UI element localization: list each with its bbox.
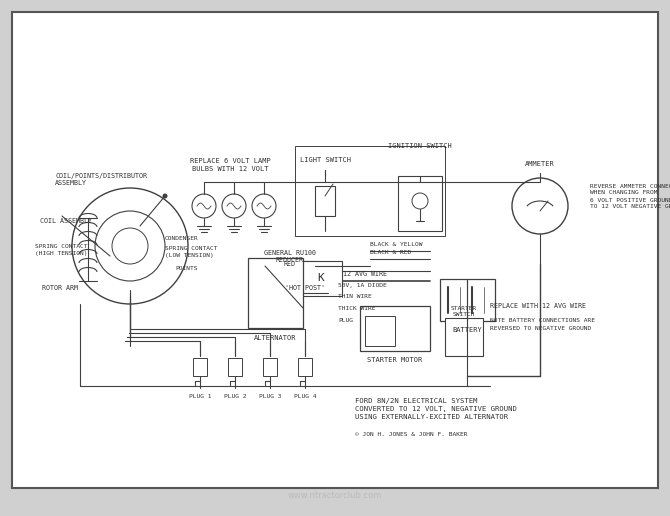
Text: BATTERY: BATTERY	[452, 327, 482, 333]
Text: REPLACE WITH 12 AVG WIRE: REPLACE WITH 12 AVG WIRE	[490, 303, 586, 309]
Text: STARTER MOTOR: STARTER MOTOR	[367, 357, 423, 363]
Text: K: K	[318, 273, 324, 283]
Bar	[298, 358, 312, 376]
Circle shape	[412, 193, 428, 209]
Bar	[263, 358, 277, 376]
Text: PLUG 1: PLUG 1	[189, 394, 211, 398]
Text: PLUG 3: PLUG 3	[259, 394, 281, 398]
Text: © JON H. JONES & JOHN F. BAKER: © JON H. JONES & JOHN F. BAKER	[355, 431, 468, 437]
Text: CONVERTED TO 12 VOLT, NEGATIVE GROUND: CONVERTED TO 12 VOLT, NEGATIVE GROUND	[355, 406, 517, 412]
Bar	[295, 146, 445, 236]
Circle shape	[252, 194, 276, 218]
Circle shape	[95, 211, 165, 281]
Bar	[315, 186, 335, 216]
Bar	[193, 358, 207, 376]
Bar	[228, 358, 242, 376]
Text: AMMETER: AMMETER	[525, 161, 555, 167]
Text: RED: RED	[284, 261, 296, 267]
Text: STARTER: STARTER	[451, 305, 477, 311]
Circle shape	[192, 194, 216, 218]
Text: USING EXTERNALLY-EXCITED ALTERNATOR: USING EXTERNALLY-EXCITED ALTERNATOR	[355, 414, 508, 420]
Text: REVERSED TO NEGATIVE GROUND: REVERSED TO NEGATIVE GROUND	[490, 326, 591, 331]
Text: BLACK & YELLOW: BLACK & YELLOW	[370, 241, 423, 247]
Text: PLUG 4: PLUG 4	[293, 394, 316, 398]
Text: BULBS WITH 12 VOLT: BULBS WITH 12 VOLT	[192, 166, 268, 172]
Text: BLACK & RED: BLACK & RED	[370, 250, 411, 254]
Text: LIGHT SWITCH: LIGHT SWITCH	[299, 157, 350, 163]
Text: COIL ASSEMBLY: COIL ASSEMBLY	[40, 218, 92, 224]
Text: THIN WIRE: THIN WIRE	[338, 294, 372, 298]
Circle shape	[112, 228, 148, 264]
Text: SWITCH: SWITCH	[453, 313, 475, 317]
Text: CONDENSER: CONDENSER	[165, 235, 199, 240]
Circle shape	[512, 178, 568, 234]
Text: 50V, 1A DIODE: 50V, 1A DIODE	[338, 283, 387, 288]
Text: SPRING CONTACT: SPRING CONTACT	[35, 244, 88, 249]
Text: REDUCER: REDUCER	[276, 257, 304, 263]
Text: 'HOT POST': 'HOT POST'	[285, 285, 325, 291]
Text: WHEN CHANGING FROM: WHEN CHANGING FROM	[590, 190, 657, 196]
Text: PLUG: PLUG	[338, 317, 353, 322]
Bar	[360, 306, 430, 351]
Bar	[398, 176, 442, 231]
Circle shape	[222, 194, 246, 218]
Text: 12 AVG WIRE: 12 AVG WIRE	[343, 271, 387, 277]
Text: NOTE BATTERY CONNECTIONS ARE: NOTE BATTERY CONNECTIONS ARE	[490, 317, 595, 322]
Text: (LOW TENSION): (LOW TENSION)	[165, 252, 214, 257]
Text: REVERSE AMMETER CONNECTIONS: REVERSE AMMETER CONNECTIONS	[590, 184, 670, 188]
Text: SPRING CONTACT: SPRING CONTACT	[165, 246, 218, 250]
Text: PLUG 2: PLUG 2	[224, 394, 247, 398]
Circle shape	[163, 194, 168, 199]
Text: (HIGH TENSION): (HIGH TENSION)	[35, 250, 88, 255]
Bar	[265, 261, 315, 279]
Circle shape	[72, 188, 188, 304]
Bar	[440, 279, 495, 321]
Bar	[365, 316, 395, 346]
Text: ALTERNATOR: ALTERNATOR	[254, 335, 296, 341]
Text: www.ntractorclub.com: www.ntractorclub.com	[288, 492, 382, 501]
Text: THICK WIRE: THICK WIRE	[338, 305, 375, 311]
Text: ASSEMBLY: ASSEMBLY	[55, 180, 87, 186]
Text: COIL/POINTS/DISTRIBUTOR: COIL/POINTS/DISTRIBUTOR	[55, 173, 147, 179]
Text: TO 12 VOLT NEGATIVE GROUND: TO 12 VOLT NEGATIVE GROUND	[590, 204, 670, 209]
Text: 6 VOLT POSITIVE GROUND: 6 VOLT POSITIVE GROUND	[590, 198, 670, 202]
Bar	[248, 258, 303, 328]
Bar	[300, 261, 342, 296]
Bar	[445, 318, 483, 356]
Text: IGNITION SWITCH: IGNITION SWITCH	[388, 143, 452, 149]
Text: FORD 8N/2N ELECTRICAL SYSTEM: FORD 8N/2N ELECTRICAL SYSTEM	[355, 398, 478, 404]
Text: GENERAL RU100: GENERAL RU100	[264, 250, 316, 256]
Text: ROTOR ARM: ROTOR ARM	[42, 285, 78, 291]
Text: POINTS: POINTS	[175, 266, 198, 270]
Text: REPLACE 6 VOLT LAMP: REPLACE 6 VOLT LAMP	[190, 158, 271, 164]
